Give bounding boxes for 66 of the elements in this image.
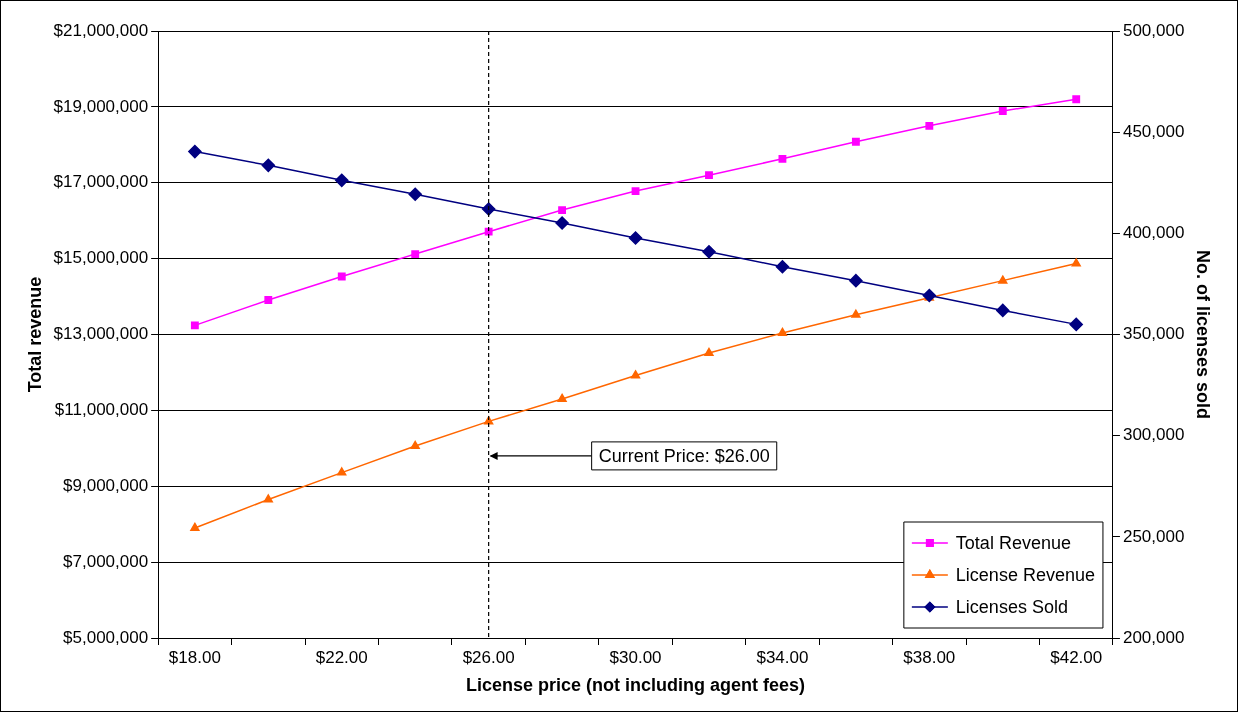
point [631, 187, 640, 196]
y-tick-label: $17,000,000 [53, 172, 149, 192]
legend-label: License Revenue [955, 564, 1095, 585]
point [630, 370, 641, 379]
point [555, 216, 569, 230]
y2-tick-label: 350,000 [1122, 324, 1185, 344]
y-tick-label: $15,000,000 [53, 248, 149, 268]
legend-label: Total Revenue [955, 532, 1071, 553]
point [337, 467, 347, 476]
y2-axis-title: No. of licenses sold [1193, 249, 1214, 420]
point [1071, 258, 1081, 267]
point [411, 250, 420, 258]
point [188, 144, 202, 159]
annotation: Current Price: $26.00 [598, 445, 770, 466]
x-tick-label: $30.00 [609, 647, 662, 667]
point [775, 259, 790, 274]
y-tick-label: $21,000,000 [53, 20, 149, 40]
point [628, 231, 643, 245]
point [408, 187, 422, 202]
y-tick-label: $5,000,000 [63, 627, 149, 647]
point [925, 121, 934, 130]
y2-tick-label: 200,000 [1122, 627, 1185, 647]
point [851, 137, 860, 146]
point [337, 272, 346, 281]
point [996, 303, 1010, 318]
point [998, 275, 1008, 284]
point [484, 227, 493, 236]
x-tick-label: $18.00 [168, 647, 221, 667]
x-tick-label: $22.00 [315, 647, 368, 667]
point [998, 107, 1007, 115]
y-axis-title: Total revenue [24, 276, 45, 393]
y2-tick-label: 500,000 [1122, 20, 1185, 40]
x-tick-label: $38.00 [903, 647, 956, 667]
legend-label: Licenses Sold [955, 596, 1068, 617]
point [705, 171, 713, 180]
point [263, 494, 273, 503]
point [335, 173, 349, 188]
point [558, 206, 567, 214]
point [481, 202, 496, 216]
y-tick-label: $9,000,000 [63, 475, 149, 495]
point [557, 393, 567, 402]
x-tick-label: $42.00 [1050, 647, 1103, 667]
point [190, 321, 199, 330]
y-tick-label: $11,000,000 [54, 400, 149, 420]
point [777, 327, 788, 336]
point [704, 347, 714, 357]
point [1072, 95, 1081, 104]
y2-tick-label: 250,000 [1122, 526, 1185, 546]
point [778, 154, 787, 163]
point [410, 440, 420, 450]
point [702, 245, 716, 259]
point [261, 158, 276, 173]
y-tick-label: $13,000,000 [53, 324, 149, 344]
y2-tick-label: 300,000 [1122, 425, 1185, 445]
x-tick-label: $26.00 [462, 647, 515, 667]
point [1069, 317, 1083, 332]
x-tick-label: $34.00 [756, 647, 809, 667]
y-tick-label: $19,000,000 [53, 96, 149, 116]
point [264, 296, 273, 304]
point [851, 309, 861, 318]
point [849, 273, 863, 288]
point [190, 522, 200, 531]
y2-tick-label: 450,000 [1122, 121, 1185, 141]
y2-tick-label: 400,000 [1122, 223, 1185, 243]
x-axis-title: License price (not including agent fees) [466, 675, 806, 696]
y-tick-label: $7,000,000 [63, 551, 149, 571]
